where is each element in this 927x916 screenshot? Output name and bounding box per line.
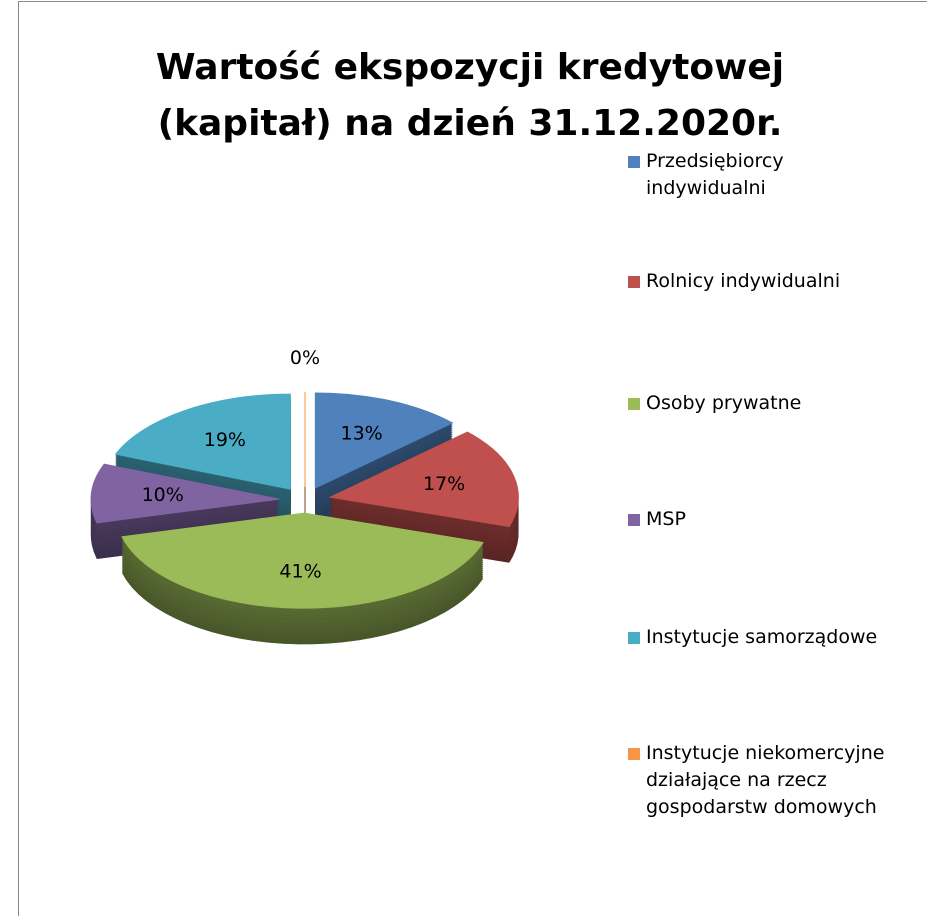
slice	[114, 393, 291, 490]
legend-item: Rolnicy indywidualni	[628, 268, 927, 295]
legend-label: Instytucje samorządowe	[646, 626, 878, 648]
legend-swatch	[628, 156, 640, 168]
legend-item: MSP	[628, 506, 927, 533]
legend-item: Osoby prywatne	[628, 390, 927, 417]
chart-border	[18, 1, 927, 916]
legend-swatch	[628, 398, 640, 410]
data-label: 13%	[341, 422, 383, 444]
data-label: 19%	[204, 429, 246, 451]
slice	[121, 512, 484, 609]
legend-label: MSP	[646, 508, 686, 530]
slice	[90, 463, 280, 524]
slice	[314, 392, 454, 489]
legend-item: Przedsiębiorcy indywidualni	[628, 148, 927, 202]
legend-swatch	[628, 276, 640, 288]
legend-label: Przedsiębiorcy indywidualni	[646, 150, 784, 199]
legend-label: Instytucje niekomercyjne działające na r…	[646, 742, 885, 818]
legend-item: Instytucje niekomercyjne działające na r…	[628, 740, 927, 821]
data-label: 41%	[279, 561, 321, 583]
chart-title: Wartość ekspozycji kredytowej (kapitał) …	[155, 47, 785, 144]
slice	[328, 431, 519, 528]
legend-swatch	[628, 632, 640, 644]
legend-label: Rolnicy indywidualni	[646, 270, 841, 292]
legend-swatch	[628, 514, 640, 526]
legend-item: Instytucje samorządowe	[628, 624, 927, 651]
data-label: 0%	[290, 347, 320, 369]
data-label: 17%	[423, 473, 465, 495]
legend-label: Osoby prywatne	[646, 392, 802, 414]
legend-swatch	[628, 748, 640, 760]
data-label: 10%	[142, 484, 184, 506]
